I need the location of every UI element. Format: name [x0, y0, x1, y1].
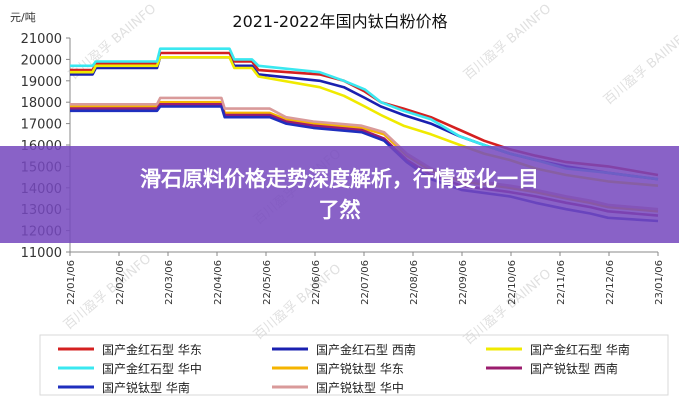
y-tick-label: 18000: [21, 96, 62, 111]
legend-box: [39, 334, 669, 396]
x-tick-label: 23/01/06: [654, 260, 665, 305]
x-tick-label: 22/07/06: [360, 260, 371, 305]
legend-item: 国产金红石型 华东: [58, 342, 202, 357]
x-tick-label: 22/02/06: [115, 260, 126, 305]
y-tick-label: 11000: [21, 246, 62, 261]
watermark-text: 百川盈孚 BAIINFO: [601, 27, 679, 109]
x-tick-label: 22/12/06: [605, 260, 616, 305]
legend-label: 国产金红石型 华南: [530, 342, 630, 357]
legend-label: 国产锐钛型 华南: [102, 380, 190, 395]
y-tick-label: 17000: [21, 118, 62, 133]
legend-item: 国产锐钛型 西南: [486, 361, 618, 376]
promo-banner: 滑石原料价格走势深度解析，行情变化一目 了然: [0, 146, 679, 243]
x-ticks: 22/01/06 22/02/06 22/03/06 22/04/06 22/05/06…: [66, 252, 665, 305]
x-tick-label: 22/09/06: [458, 260, 469, 305]
x-tick-label: 22/05/06: [262, 260, 273, 305]
y-axis-label: 元/吨: [10, 11, 36, 24]
x-tick-label: 22/01/06: [66, 260, 77, 305]
legend-item: 国产锐钛型 华中: [272, 380, 404, 395]
x-tick-label: 22/10/06: [507, 260, 518, 305]
legend-item: 国产金红石型 西南: [272, 342, 416, 357]
x-tick-label: 22/08/06: [409, 260, 420, 305]
y-tick-label: 21000: [21, 32, 62, 47]
watermark-text: 百川盈孚 BAIINFO: [461, 2, 554, 84]
legend-label: 国产锐钛型 华东: [316, 361, 404, 376]
legend-label: 国产金红石型 华东: [102, 342, 202, 357]
legend-label: 国产金红石型 华中: [102, 361, 202, 376]
banner-line-1: 滑石原料价格走势深度解析，行情变化一目: [140, 167, 539, 191]
legend-label: 国产锐钛型 西南: [530, 361, 618, 376]
legend-label: 国产锐钛型 华中: [316, 380, 404, 395]
legend-item: 国产金红石型 华中: [58, 361, 202, 376]
legend-item: 国产锐钛型 华东: [272, 361, 404, 376]
x-tick-label: 22/04/06: [213, 260, 224, 305]
legend-item: 国产锐钛型 华南: [58, 380, 190, 395]
x-tick-label: 22/06/06: [311, 260, 322, 305]
y-tick-label: 20000: [21, 53, 62, 68]
x-tick-label: 22/11/06: [556, 260, 567, 305]
banner-line-2: 了然: [318, 198, 361, 222]
banner-text: 滑石原料价格走势深度解析，行情变化一目 了然: [0, 164, 679, 226]
legend-item: 国产金红石型 华南: [486, 342, 630, 357]
legend-label: 国产金红石型 西南: [316, 342, 416, 357]
x-tick-label: 22/03/06: [164, 260, 175, 305]
chart-title: 2021-2022年国内钛白粉价格: [232, 12, 447, 31]
y-tick-label: 19000: [21, 75, 62, 90]
